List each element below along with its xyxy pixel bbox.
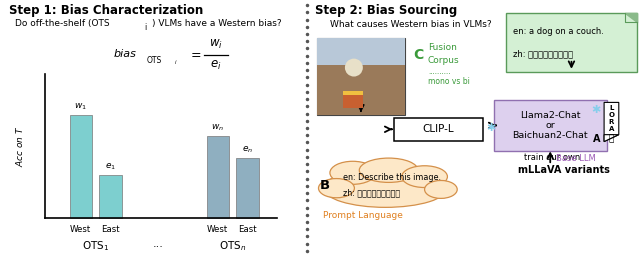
FancyBboxPatch shape: [494, 100, 607, 151]
Text: Step 2: Bias Sourcing: Step 2: Bias Sourcing: [316, 4, 458, 17]
Text: OTS: OTS: [147, 56, 162, 65]
Ellipse shape: [359, 158, 418, 182]
Text: ...: ...: [153, 239, 164, 249]
Text: 🔥: 🔥: [609, 134, 614, 143]
Text: ..........: ..........: [428, 69, 451, 75]
Polygon shape: [604, 102, 619, 142]
FancyBboxPatch shape: [506, 13, 637, 72]
Text: Do off-the-shelf (OTS: Do off-the-shelf (OTS: [15, 19, 110, 28]
Text: Llama2-Chat: Llama2-Chat: [520, 111, 580, 120]
Ellipse shape: [323, 169, 447, 207]
Text: zh: 描述一下这个图像。: zh: 描述一下这个图像。: [343, 189, 400, 198]
Text: mLLaVA variants: mLLaVA variants: [518, 165, 609, 175]
Text: ) VLMs have a Western bias?: ) VLMs have a Western bias?: [152, 19, 281, 28]
Ellipse shape: [319, 179, 355, 198]
Polygon shape: [625, 13, 637, 22]
Text: Acc on $T$: Acc on $T$: [14, 125, 26, 167]
Text: $e_1$: $e_1$: [105, 162, 116, 172]
Text: Step 1: Bias Characterization: Step 1: Bias Characterization: [10, 4, 204, 17]
Bar: [343, 95, 363, 108]
Text: OTS$_n$: OTS$_n$: [219, 239, 246, 253]
Text: L
O
R
A: L O R A: [608, 105, 614, 132]
Bar: [70, 115, 92, 218]
Text: en: Describe this image.: en: Describe this image.: [343, 173, 441, 183]
Bar: [236, 158, 259, 218]
Text: West: West: [207, 225, 228, 234]
Text: Fusion: Fusion: [428, 43, 457, 52]
Text: Prompt Language: Prompt Language: [323, 210, 403, 220]
Text: West: West: [70, 225, 92, 234]
Ellipse shape: [328, 172, 442, 200]
Text: i: i: [144, 23, 146, 31]
Bar: [317, 65, 405, 115]
Text: en: a dog on a couch.: en: a dog on a couch.: [513, 27, 604, 37]
Bar: [317, 38, 405, 65]
Text: C: C: [413, 48, 424, 62]
Text: OTS$_1$: OTS$_1$: [82, 239, 109, 253]
Ellipse shape: [345, 59, 363, 77]
Text: $_i$: $_i$: [173, 58, 177, 67]
Ellipse shape: [402, 166, 447, 187]
Text: Corpus: Corpus: [428, 56, 460, 65]
Bar: [317, 38, 405, 115]
Text: $w_i$: $w_i$: [209, 38, 223, 51]
Text: ✱: ✱: [486, 123, 496, 133]
Text: $w_1$: $w_1$: [74, 101, 87, 112]
Text: $e_n$: $e_n$: [242, 145, 253, 155]
Text: bias: bias: [113, 49, 136, 59]
Text: mono vs bi: mono vs bi: [428, 77, 470, 86]
Text: zh: 描述一下这个图像。: zh: 描述一下这个图像。: [513, 49, 573, 58]
Bar: [343, 91, 363, 95]
Text: CLIP-L: CLIP-L: [422, 124, 454, 134]
Text: $=$: $=$: [188, 47, 202, 60]
Text: or: or: [545, 121, 555, 130]
Text: train our own: train our own: [524, 153, 580, 162]
Text: ✱: ✱: [591, 105, 601, 115]
Text: What causes Western bias in VLMs?: What causes Western bias in VLMs?: [330, 20, 492, 29]
Text: East: East: [238, 225, 257, 234]
Text: B: B: [320, 179, 330, 192]
Bar: [99, 175, 122, 218]
Text: A: A: [593, 134, 600, 144]
Text: Base LLM: Base LLM: [556, 154, 595, 163]
Ellipse shape: [424, 180, 457, 198]
FancyBboxPatch shape: [394, 118, 483, 141]
Text: Baichuan2-Chat: Baichuan2-Chat: [513, 131, 588, 140]
Bar: [207, 136, 229, 218]
Text: $w_n$: $w_n$: [211, 122, 224, 133]
Ellipse shape: [330, 161, 376, 184]
Polygon shape: [604, 135, 619, 142]
Text: $e_i$: $e_i$: [211, 59, 222, 72]
Text: East: East: [101, 225, 120, 234]
